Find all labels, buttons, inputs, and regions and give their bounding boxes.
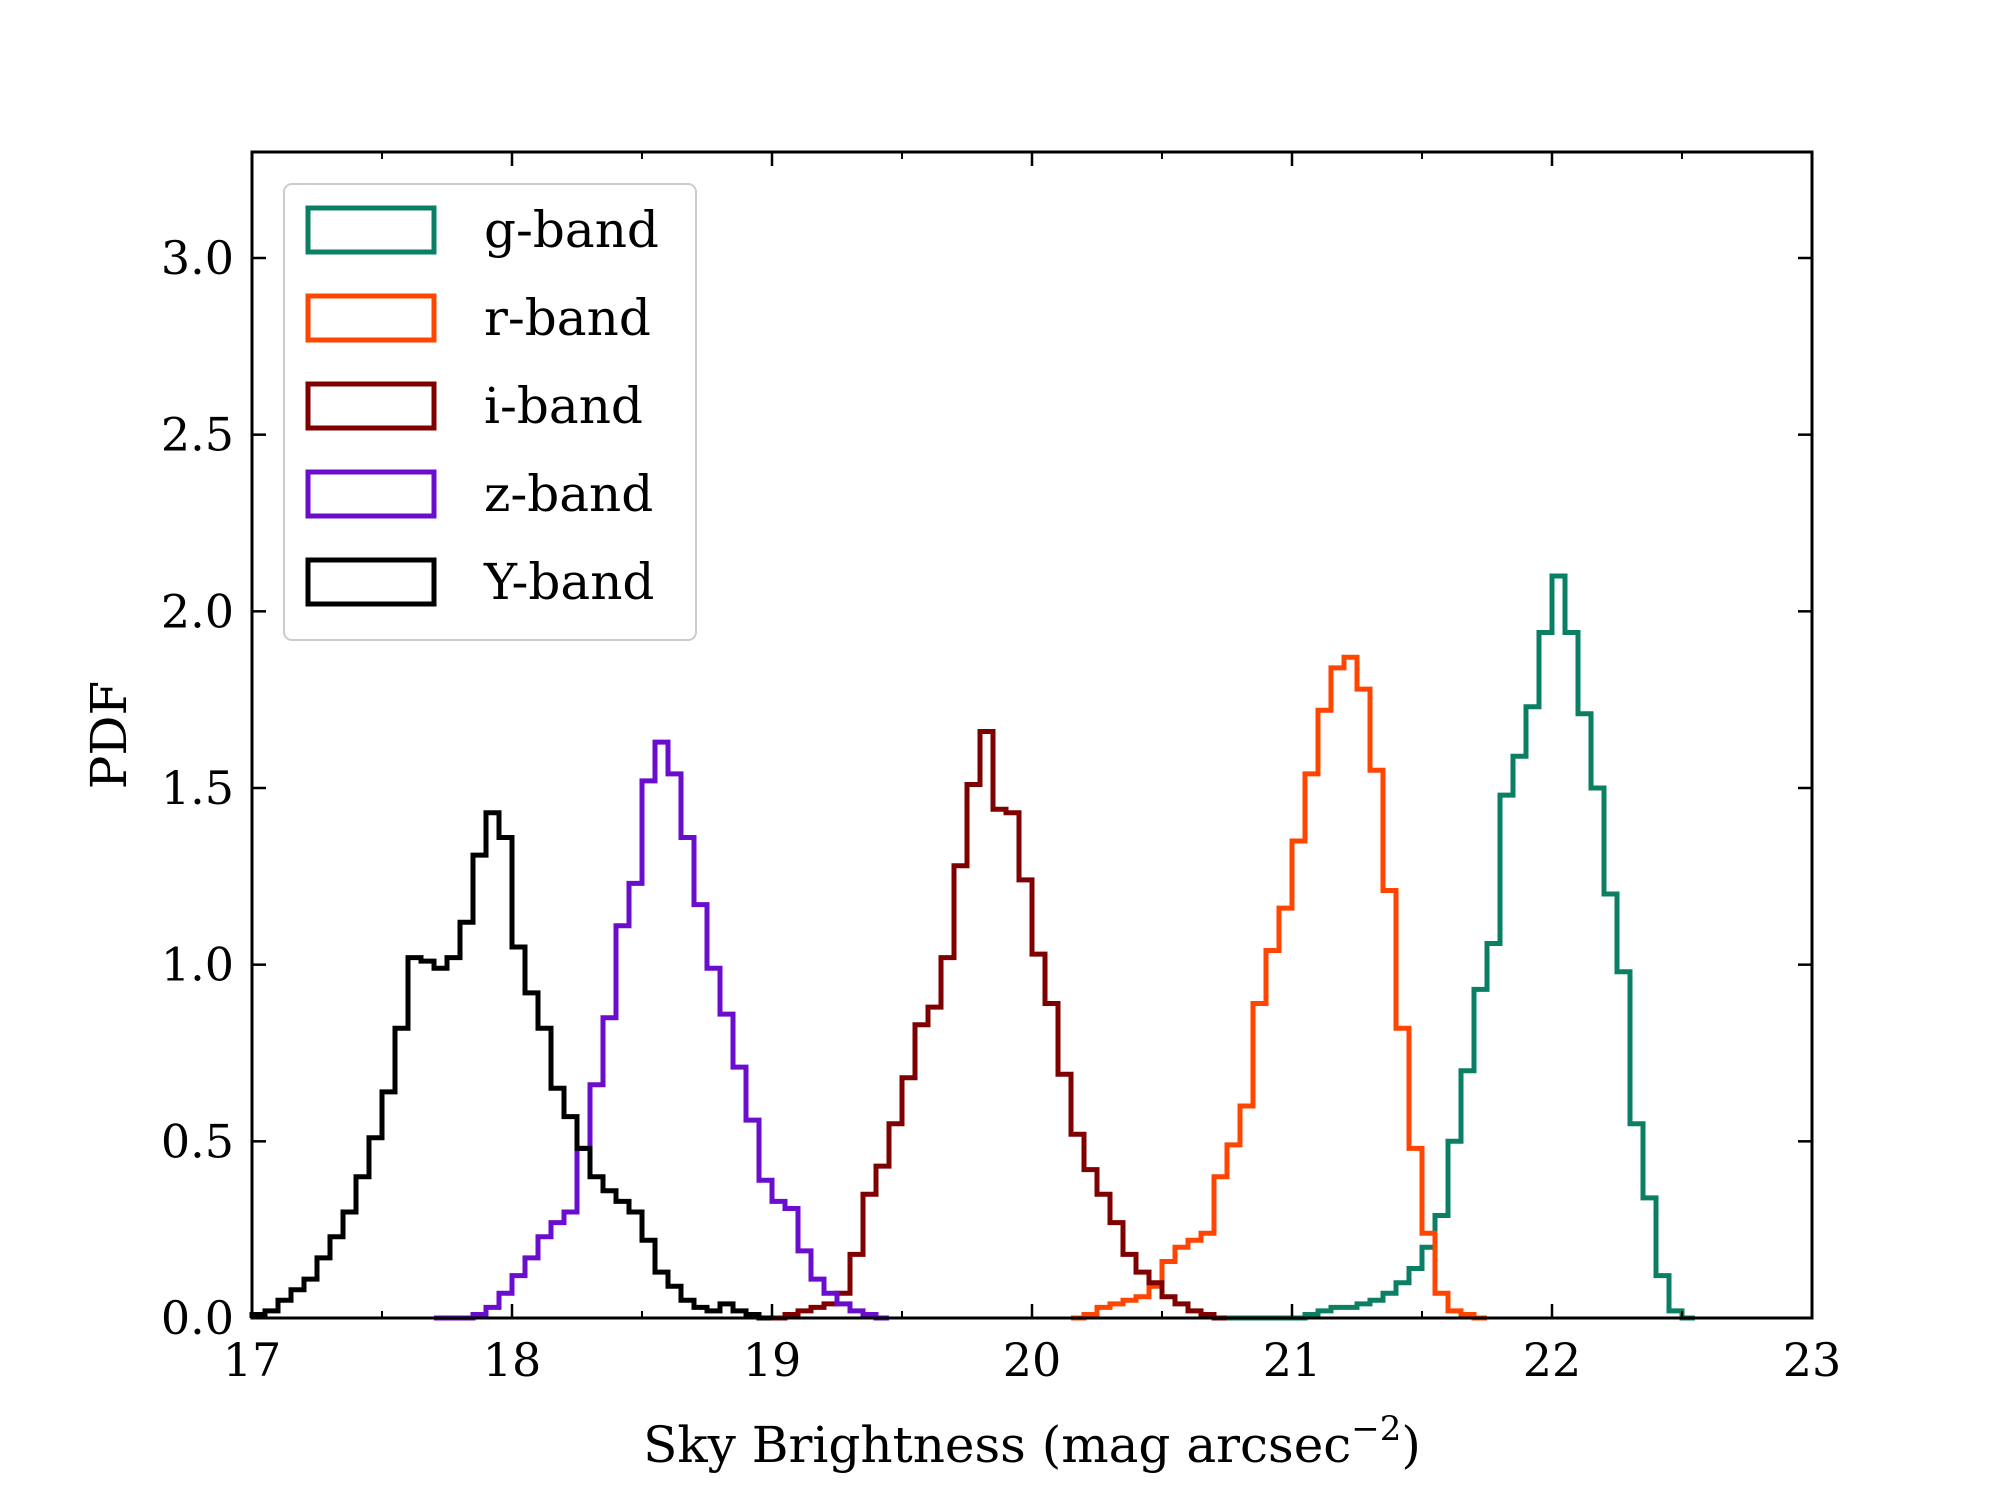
y-tick-label: 1.5 [161, 761, 234, 815]
series-z-band-histogram [434, 739, 889, 1321]
y-tick-label: 1.0 [161, 938, 234, 992]
legend-label-y-band: Y-band [483, 553, 654, 611]
x-tick-label: 22 [1523, 1333, 1582, 1387]
y-tick-label: 2.0 [161, 584, 234, 638]
series-g-band-histogram [1214, 573, 1695, 1321]
x-axis-label-suffix: ) [1401, 1416, 1421, 1474]
legend: g-band r-band i-band z-band Y-band [283, 183, 697, 641]
series-i-band-histogram [772, 729, 1227, 1321]
legend-label-g-band: g-band [484, 201, 659, 259]
x-axis-label-exponent: −2 [1351, 1409, 1401, 1449]
series-layer [249, 573, 1695, 1321]
y-tick-label: 0.0 [161, 1291, 234, 1345]
y-tick-label: 0.5 [161, 1114, 234, 1168]
y-tick-label: 3.0 [161, 231, 234, 285]
x-tick-label: 23 [1783, 1333, 1842, 1387]
legend-swatch-z-band [305, 469, 437, 519]
legend-label-z-band: z-band [484, 465, 653, 523]
y-axis-label: PDF [80, 681, 138, 789]
y-tick-label: 2.5 [161, 408, 234, 462]
legend-label-r-band: r-band [484, 289, 651, 347]
axis-ticks [250, 152, 1814, 1320]
legend-items: g-band r-band i-band z-band Y-band [305, 201, 659, 611]
tick-labels: 17 18 19 20 21 22 23 0.0 0.5 1.0 1.5 2.0 2.5 3.0 [161, 231, 1841, 1387]
x-axis-label-text: Sky Brightness (mag arcsec [643, 1416, 1351, 1474]
legend-swatch-g-band [305, 205, 437, 255]
x-tick-label: 20 [1003, 1333, 1062, 1387]
x-tick-label: 19 [743, 1333, 802, 1387]
series-r-band-histogram [1071, 654, 1487, 1321]
series-y-band-histogram [249, 810, 772, 1321]
x-tick-label: 21 [1263, 1333, 1322, 1387]
legend-swatch-i-band [305, 381, 437, 431]
legend-swatch-r-band [305, 293, 437, 343]
x-tick-label: 17 [223, 1333, 282, 1387]
legend-label-i-band: i-band [484, 377, 643, 435]
x-axis-label: Sky Brightness (mag arcsec−2) [643, 1409, 1421, 1474]
x-tick-label: 18 [483, 1333, 542, 1387]
legend-swatch-y-band [305, 557, 437, 607]
